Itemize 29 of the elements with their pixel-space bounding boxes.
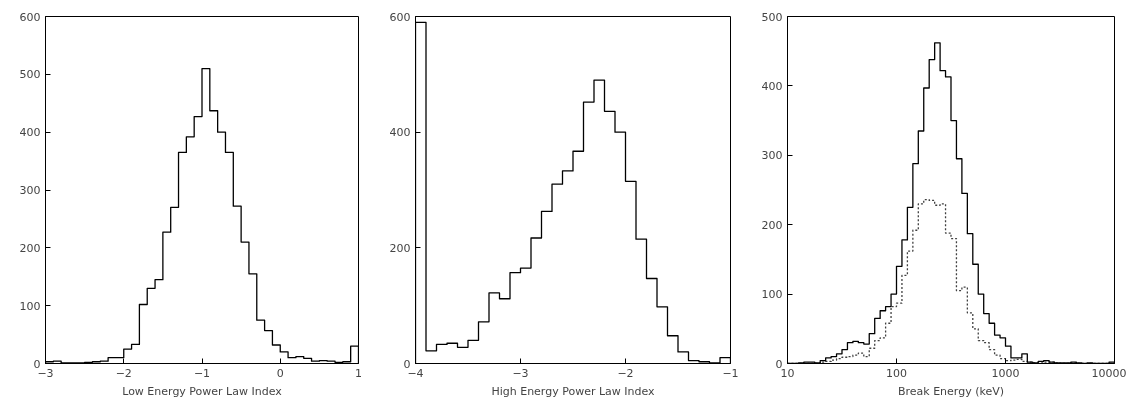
x-tick-label: 100: [886, 366, 907, 380]
x-tick-label: 10: [780, 366, 795, 380]
x-tick-label: −1: [722, 366, 739, 380]
y-tick-label: 100: [19, 299, 41, 313]
x-tick-label: 1: [355, 366, 362, 380]
y-tick-label: 200: [761, 218, 783, 232]
y-tick-label: 300: [19, 184, 41, 197]
x-tick-label: 0: [276, 366, 284, 380]
x-tick-label: −2: [115, 366, 132, 380]
x-axis-title: Low Energy Power Law Index: [122, 384, 283, 398]
y-tick-label: 400: [389, 126, 411, 140]
y-tick-label: 400: [761, 79, 783, 93]
y-tick-label: 400: [19, 126, 41, 140]
y-tick-label: 100: [761, 288, 783, 302]
y-tick-label: 600: [389, 10, 411, 24]
y-tick-label: 200: [19, 241, 41, 255]
y-tick-label: 600: [19, 10, 41, 24]
x-tick-label: 1000: [991, 366, 1020, 380]
x-tick-label: −1: [193, 366, 211, 380]
x-axis-title: Break Energy (keV): [897, 384, 1005, 398]
x-tick-label: −3: [512, 366, 529, 380]
y-tick-label: 500: [19, 68, 41, 82]
y-tick-label: 300: [761, 149, 783, 163]
x-axis-title: High Energy Power Law Index: [491, 384, 656, 398]
x-tick-label: 10000: [1091, 366, 1126, 380]
y-tick-label: 0: [775, 357, 783, 371]
y-tick-label: 500: [761, 10, 783, 24]
y-tick-label: 200: [389, 241, 411, 255]
x-tick-label: −2: [617, 366, 634, 380]
